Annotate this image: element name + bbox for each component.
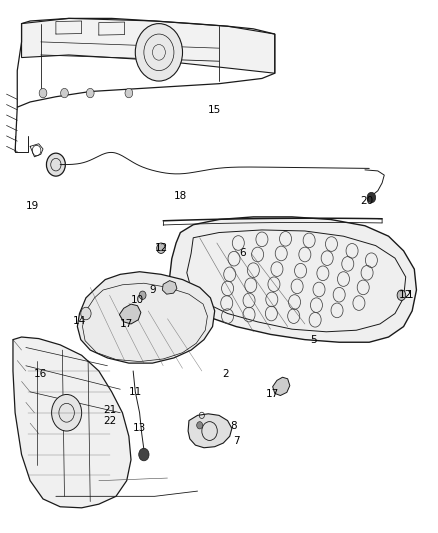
Polygon shape <box>13 337 131 508</box>
Circle shape <box>39 88 47 98</box>
Text: 17: 17 <box>266 390 279 399</box>
Text: 7: 7 <box>233 437 240 447</box>
Text: 18: 18 <box>174 191 187 201</box>
Circle shape <box>197 422 203 429</box>
Circle shape <box>367 192 376 203</box>
Text: 6: 6 <box>239 248 246 259</box>
Text: 11: 11 <box>129 387 142 397</box>
Text: 10: 10 <box>131 295 144 305</box>
Polygon shape <box>120 304 141 324</box>
Polygon shape <box>78 272 215 363</box>
Text: 1: 1 <box>407 290 413 300</box>
Text: 16: 16 <box>34 369 47 378</box>
Circle shape <box>397 290 406 301</box>
Circle shape <box>139 448 149 461</box>
Circle shape <box>86 88 94 98</box>
Polygon shape <box>272 377 290 395</box>
Text: 15: 15 <box>208 105 221 115</box>
Text: 22: 22 <box>103 416 116 425</box>
Text: 12: 12 <box>399 290 412 300</box>
Text: 21: 21 <box>103 405 116 415</box>
Text: 13: 13 <box>133 423 146 433</box>
Circle shape <box>46 153 65 176</box>
Text: 12: 12 <box>155 243 168 253</box>
Text: 14: 14 <box>73 317 86 326</box>
Circle shape <box>60 88 68 98</box>
Circle shape <box>135 23 183 81</box>
Polygon shape <box>188 414 232 448</box>
Circle shape <box>157 243 165 254</box>
Text: 9: 9 <box>149 285 156 295</box>
Text: 5: 5 <box>310 335 317 345</box>
Polygon shape <box>162 280 177 294</box>
Text: 20: 20 <box>360 196 374 206</box>
Polygon shape <box>21 19 275 73</box>
Text: 17: 17 <box>120 319 133 329</box>
Circle shape <box>81 307 91 320</box>
Text: 19: 19 <box>26 201 39 212</box>
Circle shape <box>125 88 133 98</box>
Text: 2: 2 <box>222 369 229 378</box>
Circle shape <box>52 394 81 431</box>
Circle shape <box>139 291 146 300</box>
Polygon shape <box>170 217 417 342</box>
Text: 8: 8 <box>231 421 237 431</box>
